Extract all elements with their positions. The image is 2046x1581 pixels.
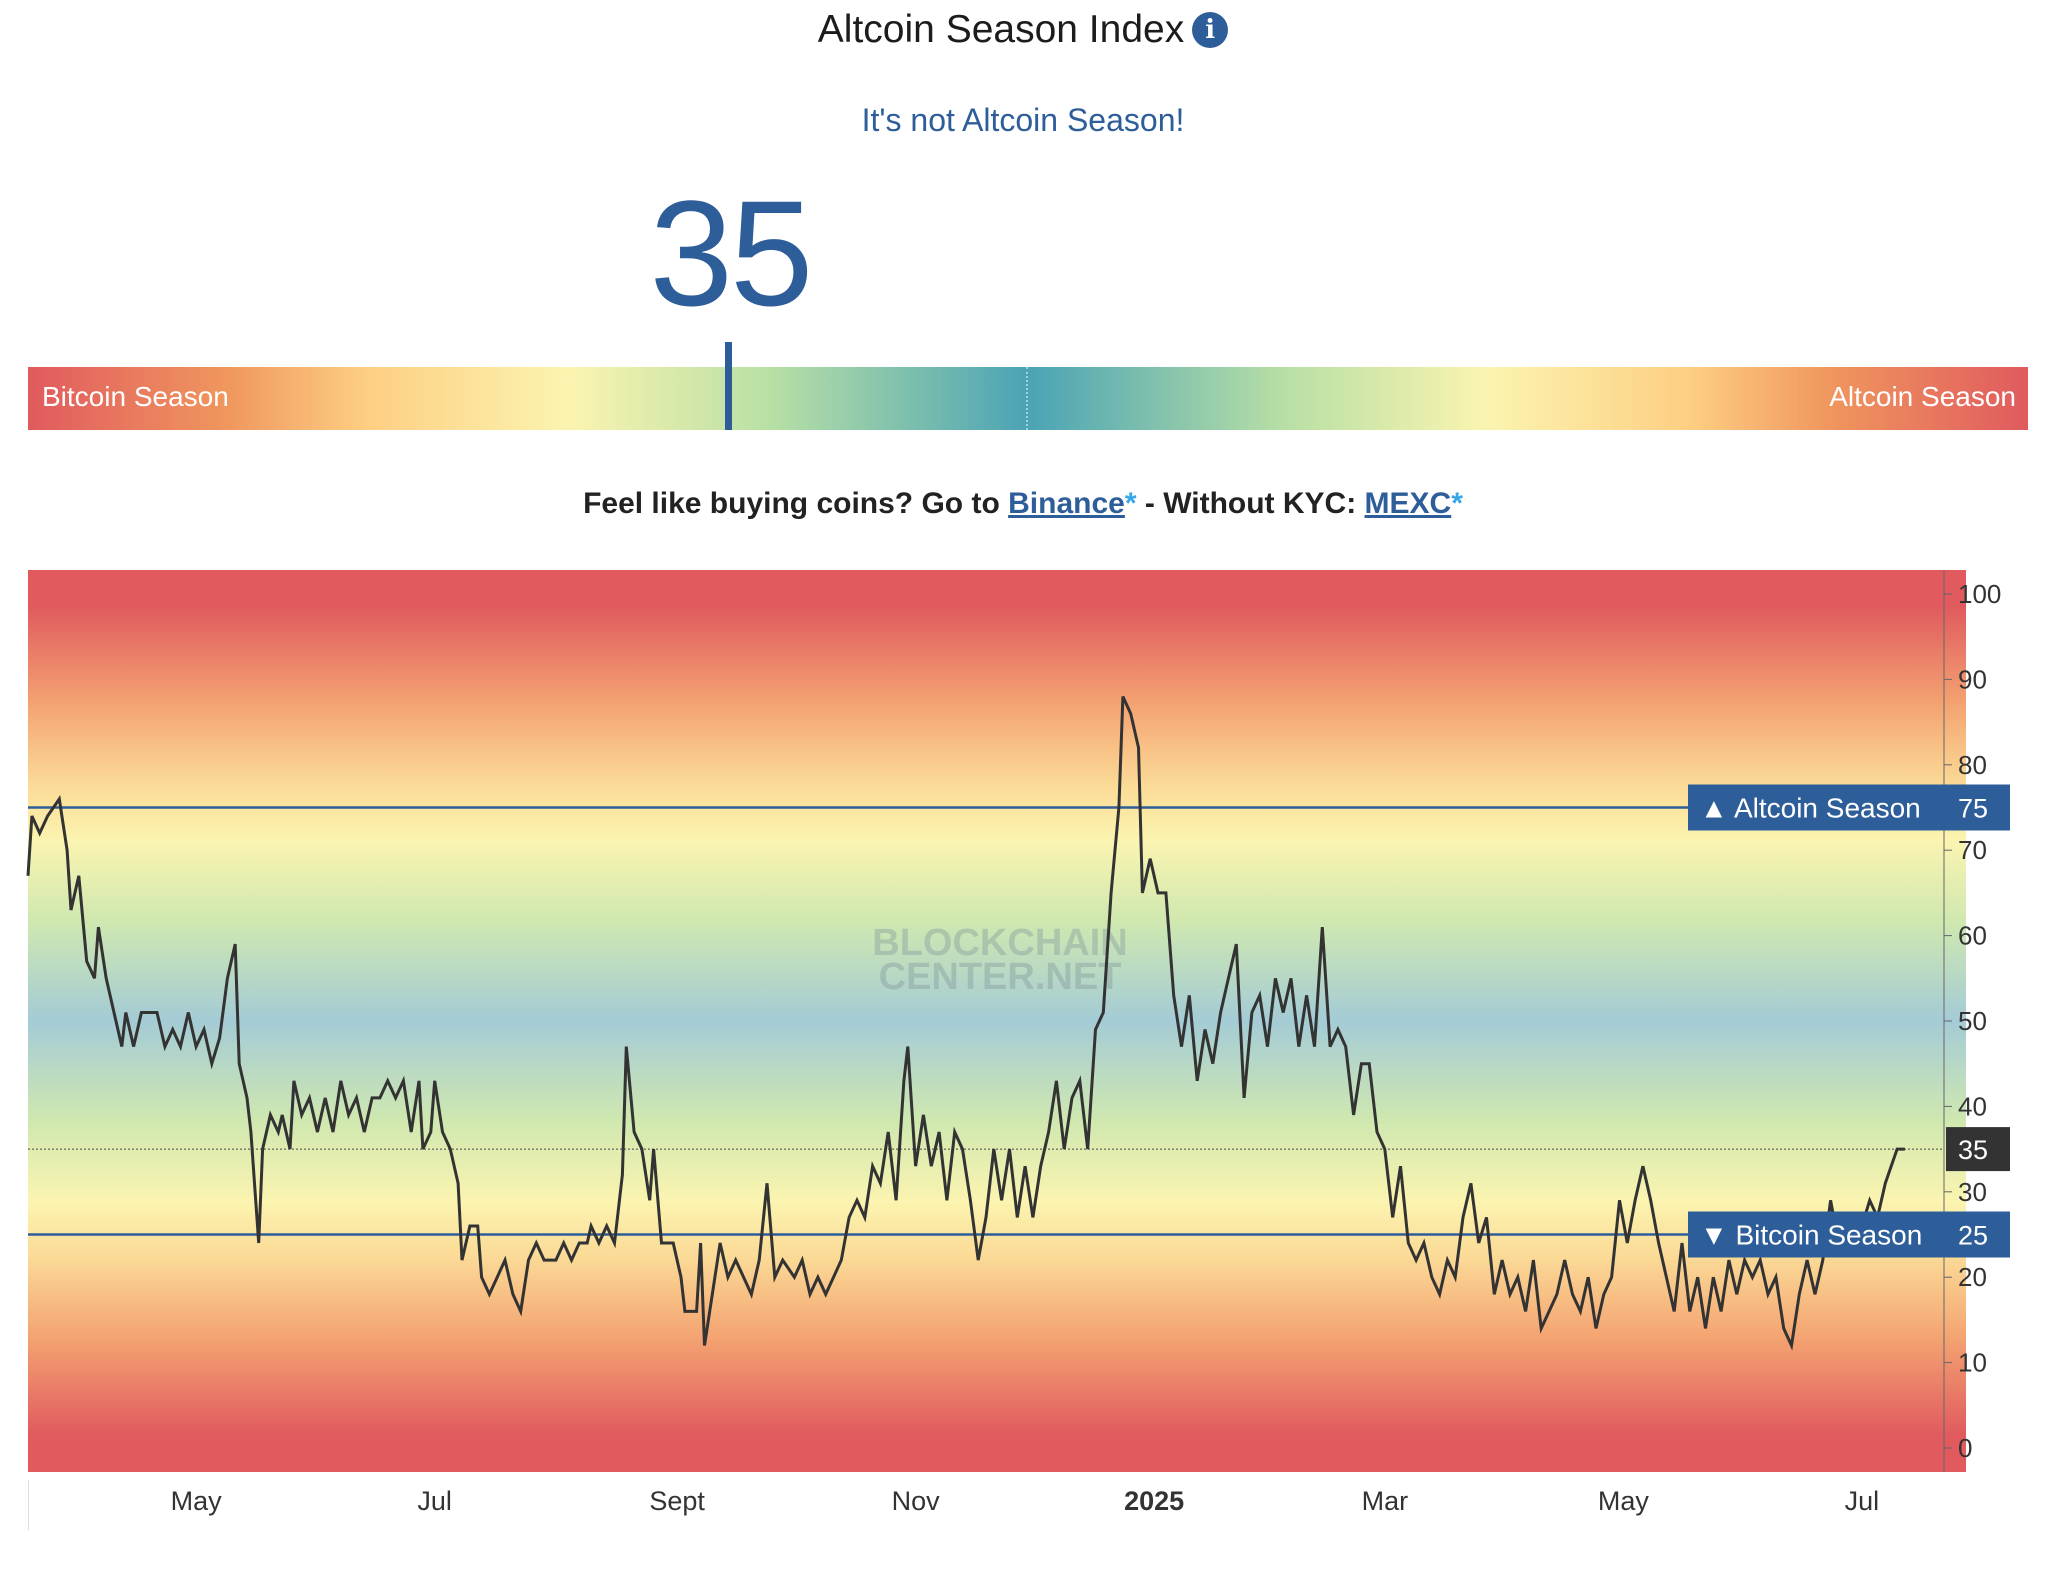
x-tick-label: 2025 [1124,1486,1184,1516]
y-tick-label: 90 [1958,664,1987,694]
y-tick-label: 0 [1958,1433,1972,1463]
gauge-midpoint [1026,367,1028,430]
x-tick-label: May [1598,1486,1650,1516]
gauge-marker [725,342,732,430]
y-tick-label: 30 [1958,1177,1987,1207]
binance-star: * [1124,487,1137,520]
season-status-text: It's not Altcoin Season! [861,102,1185,138]
reference-value-label: 25 [1958,1221,1988,1251]
y-tick-label: 10 [1958,1348,1987,1378]
y-tick-label: 100 [1958,579,2001,609]
y-tick-label: 40 [1958,1091,1987,1121]
current-value-text: 35 [1958,1135,1988,1165]
current-value-label: 35 [1946,1127,2010,1172]
x-tick-label: Sept [649,1486,705,1516]
x-axis-ticks: May Jul Sept Nov 2025 Mar May Jul [171,1486,1880,1516]
y-axis-ticks: 0 10 20 30 40 50 60 70 80 90 100 [1944,579,2001,1463]
mexc-link[interactable]: MEXC [1364,487,1452,520]
y-tick-label: 80 [1958,750,1987,780]
y-tick-label: 70 [1958,835,1987,865]
x-tick-label: May [171,1486,223,1516]
chart-plot-area [28,570,1966,1472]
chart-watermark: BLOCKCHAIN CENTER.NET [872,922,1127,998]
promo-line: Feel like buying coins? Go to Binance* -… [0,487,2046,521]
promo-prefix: Feel like buying coins? Go to [583,487,1009,520]
binance-link[interactable]: Binance [1008,487,1125,520]
reference-value-label: 75 [1958,794,1988,824]
x-tick-label: Jul [1845,1486,1880,1516]
index-value: 35 [649,169,814,337]
reference-label-text: ▼ Bitcoin Season [1700,1220,1922,1251]
promo-middle: - Without KYC: [1136,487,1365,520]
series-line [26,695,1905,1351]
info-icon[interactable]: i [1192,12,1229,48]
current-value-box [1946,1127,2010,1172]
gauge-left-label: Bitcoin Season [42,381,229,412]
title-row: Altcoin Season Index i [0,8,2046,52]
y-tick-label: 50 [1958,1006,1987,1036]
mexc-star: * [1451,487,1463,520]
index-history-chart: BLOCKCHAIN CENTER.NET 0 10 20 30 40 50 60 70 80 90… [26,570,2010,1516]
page-title: Altcoin Season Index [817,8,1185,51]
gauge-right-label: Altcoin Season [1829,381,2016,412]
reference-label-box [1688,784,2010,831]
x-tick-label: Jul [417,1486,452,1516]
season-gauge: Bitcoin Season Altcoin Season [28,342,2028,430]
reference-labels: ▲ Altcoin Season 75 ▼ Bitcoin Season 25 [1688,784,2010,1258]
y-tick-label: 60 [1958,921,1987,951]
reference-label-box [1688,1211,2010,1258]
y-tick-label: 20 [1958,1262,1987,1292]
left-rule [28,1480,29,1530]
x-tick-label: Mar [1362,1486,1409,1516]
reference-label-text: ▲ Altcoin Season [1700,793,1921,824]
x-tick-label: Nov [892,1486,941,1516]
